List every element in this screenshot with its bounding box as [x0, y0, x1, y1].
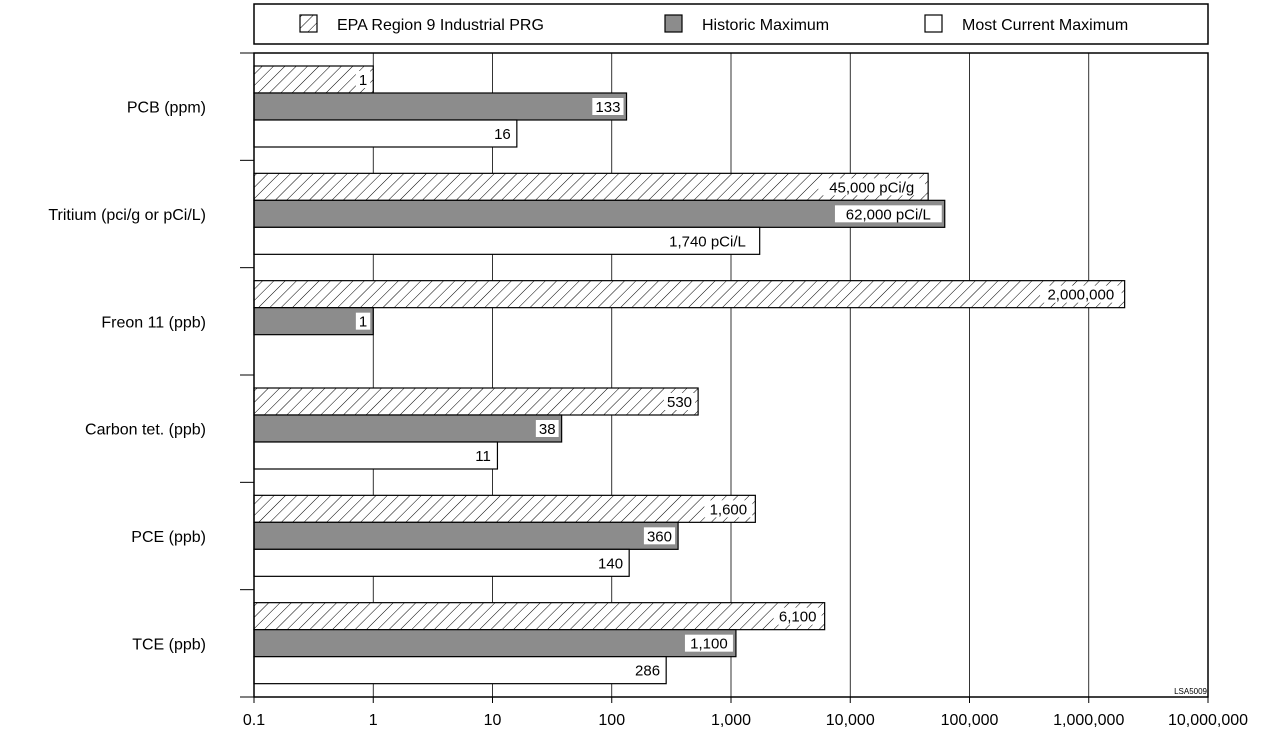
bar-prg	[253, 494, 756, 523]
x-tick-label: 100,000	[941, 712, 999, 729]
legend-swatch-historic	[664, 14, 683, 33]
data-label-bg	[663, 393, 696, 410]
bar-current	[253, 656, 667, 685]
x-tick-label: 10,000	[826, 712, 875, 729]
data-label-bg	[704, 500, 753, 518]
figure-code: LSA5009	[1174, 687, 1207, 696]
bar-historic	[253, 629, 737, 658]
data-label: 1,600	[710, 501, 748, 518]
data-label: 2,000,000	[1047, 287, 1114, 304]
x-tick-label: 100	[598, 712, 625, 729]
legend-swatch-current	[924, 14, 943, 33]
legend-frame	[253, 3, 1209, 45]
data-label-bg	[658, 232, 757, 250]
category-label: TCE (ppb)	[132, 636, 206, 653]
category-label: PCB (ppm)	[127, 100, 206, 117]
data-label-bg	[834, 205, 942, 223]
bar-historic	[253, 199, 946, 228]
data-label: 11	[475, 448, 491, 465]
legend-label-current: Most Current Maximum	[962, 17, 1128, 34]
x-tick-label: 10,000,000	[1168, 712, 1248, 729]
x-tick-label: 0.1	[243, 712, 265, 729]
bar-prg	[253, 172, 929, 201]
x-tick-label: 1	[369, 712, 378, 729]
data-label-bg	[355, 312, 371, 330]
data-label-bg	[773, 607, 822, 625]
bar-prg	[253, 602, 826, 631]
data-label-bg	[535, 420, 559, 437]
data-label-bg	[592, 98, 624, 115]
category-label: Freon 11 (ppb)	[101, 314, 206, 331]
bar-current	[253, 119, 518, 148]
x-tick-label: 1,000,000	[1053, 712, 1124, 729]
legend-swatch-prg	[299, 14, 318, 33]
data-label-bg	[355, 71, 371, 88]
bar-historic	[253, 414, 563, 443]
legend-label-historic: Historic Maximum	[702, 17, 829, 34]
bars: 1 133 16 45,000 pCi/g 62,000 pCi/L 1,740 pCi/…	[253, 65, 1126, 685]
data-label: 62,000 pCi/L	[846, 206, 931, 223]
category-labels: PCB (ppm) Tritium (pci/g or pCi/L) Freon 1…	[48, 100, 206, 654]
data-label: 133	[595, 99, 620, 116]
category-label: PCE (ppb)	[131, 529, 206, 546]
gridlines	[372, 53, 1090, 697]
bar-historic	[253, 521, 679, 550]
bar-prg	[253, 65, 374, 94]
x-tick-label: 10	[484, 712, 502, 729]
data-label-bg	[471, 447, 495, 464]
data-label-bg	[643, 527, 676, 545]
data-label-bg	[594, 554, 627, 572]
data-label: 1,740 pCi/L	[669, 233, 746, 250]
data-label: 1,100	[690, 636, 728, 653]
data-label: 286	[635, 663, 660, 680]
data-label: 45,000 pCi/g	[829, 179, 914, 196]
data-label: 6,100	[779, 609, 817, 626]
category-label: Carbon tet. (ppb)	[85, 422, 206, 439]
category-label: Tritium (pci/g or pCi/L)	[48, 207, 206, 224]
data-label: 360	[647, 528, 672, 545]
data-label-bg	[491, 125, 514, 142]
legend-label-prg: EPA Region 9 Industrial PRG	[337, 17, 544, 34]
x-tick-label: 1,000	[711, 712, 751, 729]
bar-prg	[253, 280, 1126, 309]
data-label: 16	[494, 126, 511, 143]
data-label: 38	[539, 421, 556, 438]
plot-frame	[240, 52, 1209, 703]
bar-current	[253, 548, 630, 577]
data-label-bg	[818, 178, 926, 196]
x-tick-labels: 0.1 1 10 100 1,000 10,000 100,000 1,000,000 10,0…	[243, 712, 1248, 729]
bar-current	[253, 441, 499, 470]
data-label-bg	[631, 661, 664, 679]
data-label-bg	[1040, 285, 1122, 303]
legend: EPA Region 9 Industrial PRG Historic Max…	[253, 3, 1209, 45]
bar-prg	[253, 387, 699, 416]
bar-historic	[253, 307, 374, 336]
bar-historic	[253, 92, 628, 121]
data-label: 1	[359, 72, 367, 89]
data-label: 1	[359, 314, 367, 331]
data-label: 140	[598, 555, 623, 572]
data-label: 530	[667, 394, 692, 411]
data-label-bg	[684, 634, 733, 652]
